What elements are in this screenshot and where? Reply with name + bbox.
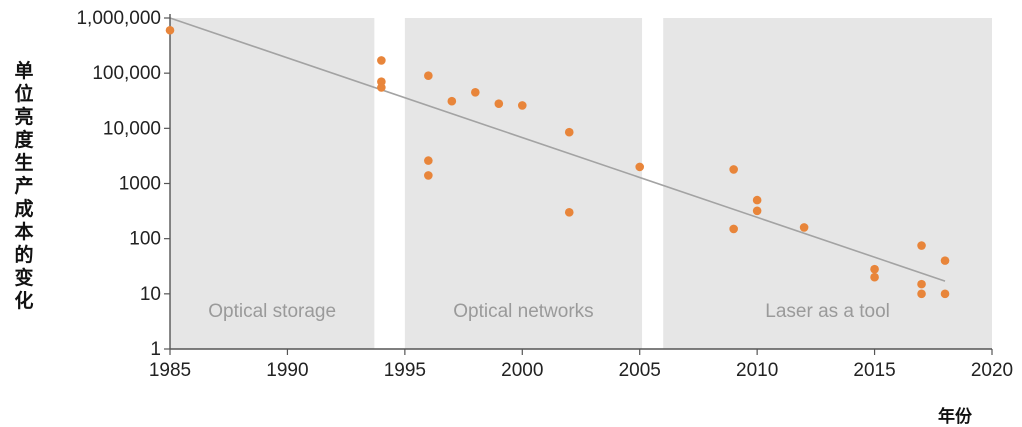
region-label-2: Laser as a tool [765, 301, 890, 322]
y-axis-label: 单位亮度生产成本的变化 [14, 60, 34, 312]
x-tick-label-3: 2000 [501, 360, 543, 381]
region-bands: Optical storage Optical networks Laser as … [170, 18, 992, 349]
data-point-19 [870, 264, 879, 274]
data-point-3 [377, 83, 386, 92]
x-tick-label-0: 1985 [149, 360, 191, 381]
region-band-0 [170, 18, 375, 349]
data-point-15 [729, 224, 738, 234]
trendline-group [169, 17, 946, 282]
data-point-7 [447, 96, 457, 106]
data-point-12 [564, 208, 574, 217]
data-point-22 [917, 279, 926, 289]
data-point-9 [494, 99, 504, 108]
data-point-4 [424, 71, 433, 80]
region-band-1 [404, 18, 643, 349]
x-tick-label-6: 2015 [853, 360, 895, 381]
x-tick-label-7: 2020 [971, 360, 1013, 381]
y-tick-label-5: 10 [140, 284, 161, 305]
region-label-1: Optical networks [453, 301, 593, 322]
data-point-0 [165, 25, 175, 35]
y-tick-label-1: 100,000 [92, 63, 161, 84]
trendline [169, 17, 946, 282]
data-point-16 [752, 195, 762, 205]
data-point-1 [377, 56, 386, 65]
y-tick-label-3: 1000 [119, 174, 161, 195]
data-point-17 [752, 206, 762, 216]
data-point-5 [424, 156, 433, 165]
x-tick-label-5: 2010 [736, 360, 778, 381]
data-point-21 [917, 241, 926, 250]
x-tick-label-2: 1995 [384, 360, 426, 381]
data-point-13 [635, 162, 645, 172]
data-point-20 [870, 272, 879, 282]
data-points [165, 25, 950, 299]
data-point-8 [471, 87, 480, 97]
data-point-23 [917, 289, 926, 299]
region-label-0: Optical storage [208, 301, 336, 322]
y-tick-label-6: 1 [150, 339, 161, 360]
data-point-6 [424, 171, 433, 180]
data-point-18 [799, 223, 809, 232]
data-point-11 [564, 127, 574, 137]
data-point-24 [940, 256, 950, 265]
x-axis-label: 年份 [938, 407, 972, 427]
y-tick-label-0: 1,000,000 [76, 8, 161, 29]
data-point-14 [729, 165, 738, 174]
y-tick-label-4: 100 [129, 229, 161, 250]
data-point-25 [940, 289, 950, 299]
x-tick-label-4: 2005 [619, 360, 661, 381]
y-tick-label-2: 10,000 [103, 118, 161, 139]
data-point-10 [517, 101, 527, 110]
region-band-2 [663, 18, 992, 349]
x-tick-label-1: 1990 [266, 360, 308, 381]
